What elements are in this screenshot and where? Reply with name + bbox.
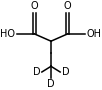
Text: OH: OH — [87, 29, 102, 39]
Text: HO: HO — [0, 29, 15, 39]
Text: O: O — [31, 1, 38, 11]
Text: D: D — [33, 67, 40, 77]
Text: O: O — [64, 1, 71, 11]
Text: D: D — [62, 67, 69, 77]
Text: D: D — [47, 79, 55, 89]
